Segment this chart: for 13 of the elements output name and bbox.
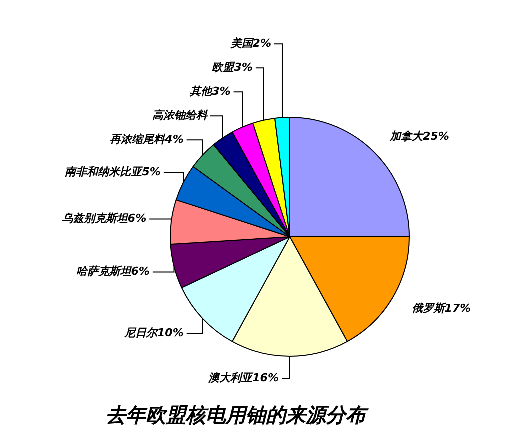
slice-label: 其他3%: [189, 84, 231, 98]
slice-label: 哈萨克斯坦6%: [76, 265, 150, 278]
slice-label: 美国2%: [230, 36, 272, 50]
slice-label: 南非和纳米比亚5%: [65, 166, 161, 179]
slice-label: 俄罗斯17%: [412, 302, 472, 315]
slice-label: 尼日尔10%: [124, 326, 184, 340]
slice-label: 再浓缩尾料4%: [110, 132, 184, 146]
slice-label: 高浓铀给料: [152, 108, 208, 122]
slice-label: 澳大利亚16%: [208, 371, 279, 384]
slice-label: 加拿大25%: [389, 130, 450, 143]
slice-label: 乌兹别克斯坦6%: [62, 212, 147, 226]
text: 去年欧盟核电用铀的来源分布: [106, 403, 369, 428]
slice-label: 欧盟3%: [212, 60, 253, 74]
